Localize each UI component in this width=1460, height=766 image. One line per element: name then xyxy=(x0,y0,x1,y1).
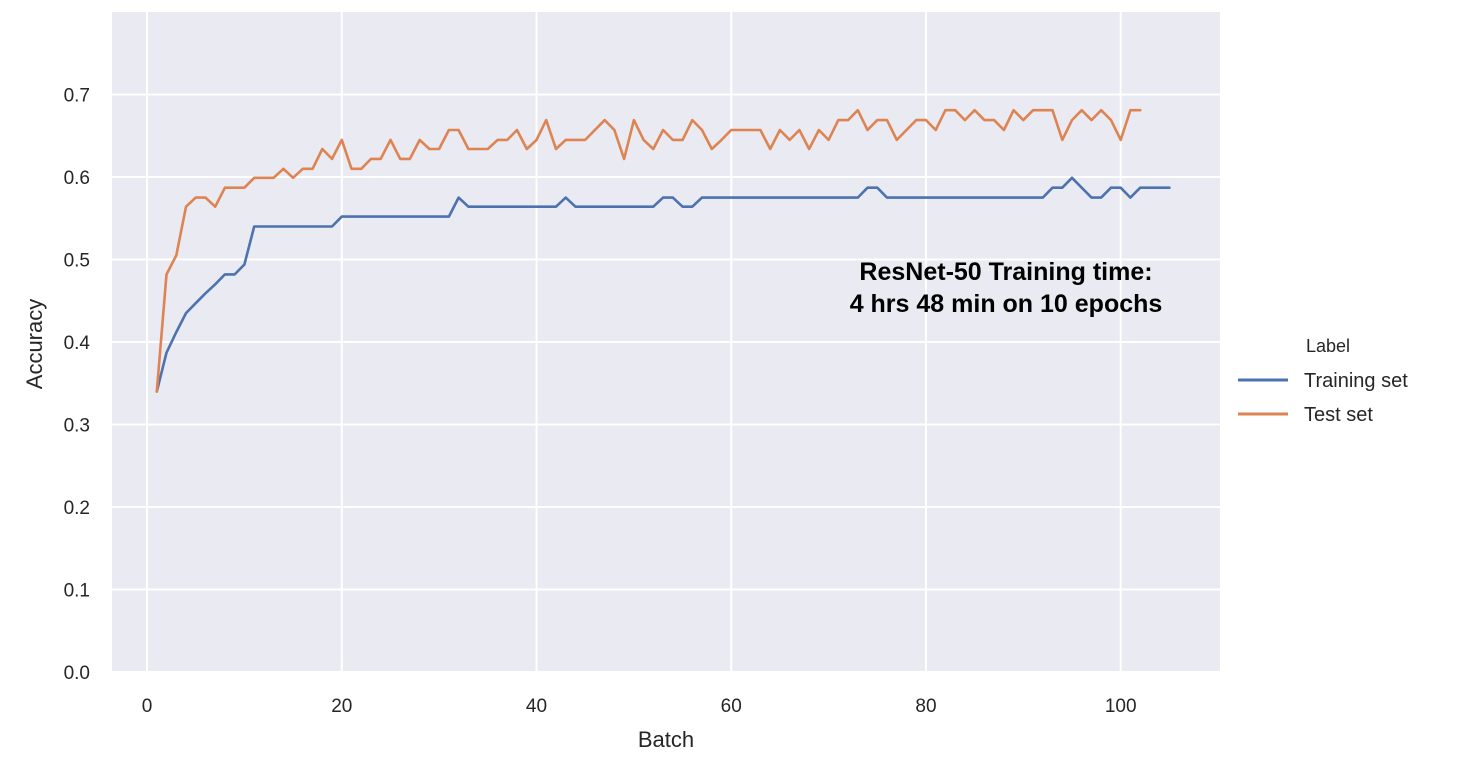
series-line-test-set xyxy=(155,108,1142,393)
x-tick-label: 60 xyxy=(721,696,742,717)
annotation-line-2: 4 hrs 48 min on 10 epochs xyxy=(850,290,1163,318)
legend-label-test-set: Test set xyxy=(1304,404,1373,426)
x-tick-label: 80 xyxy=(915,696,936,717)
x-tick-label: 0 xyxy=(142,696,153,717)
y-tick-label: 0.3 xyxy=(64,416,90,437)
x-tick-labels: 0 20 40 60 80 100 xyxy=(142,696,1137,717)
y-tick-label: 0.6 xyxy=(64,168,90,189)
x-tick-label: 100 xyxy=(1105,696,1137,717)
series-line-training-set xyxy=(155,176,1171,393)
y-tick-label: 0.4 xyxy=(64,333,91,354)
y-tick-label: 0.1 xyxy=(64,581,90,602)
series-layer xyxy=(155,108,1171,393)
y-tick-label: 0.7 xyxy=(64,86,90,107)
y-tick-label: 0.2 xyxy=(64,498,90,519)
legend-title: Label xyxy=(1306,336,1350,356)
x-tick-label: 20 xyxy=(331,696,352,717)
y-axis-title: Accuracy xyxy=(22,299,47,389)
legend-label-training-set: Training set xyxy=(1304,370,1408,392)
annotation-line-1: ResNet-50 Training time: xyxy=(859,258,1152,286)
x-tick-label: 40 xyxy=(526,696,547,717)
legend: Label Training set Test set xyxy=(1238,336,1408,426)
x-axis-title: Batch xyxy=(638,727,694,752)
y-tick-label: 0.0 xyxy=(64,663,90,684)
grid-layer xyxy=(112,12,1220,673)
y-tick-label: 0.5 xyxy=(64,251,90,272)
y-tick-labels: 0.0 0.1 0.2 0.3 0.4 0.5 0.6 0.7 xyxy=(64,86,91,685)
